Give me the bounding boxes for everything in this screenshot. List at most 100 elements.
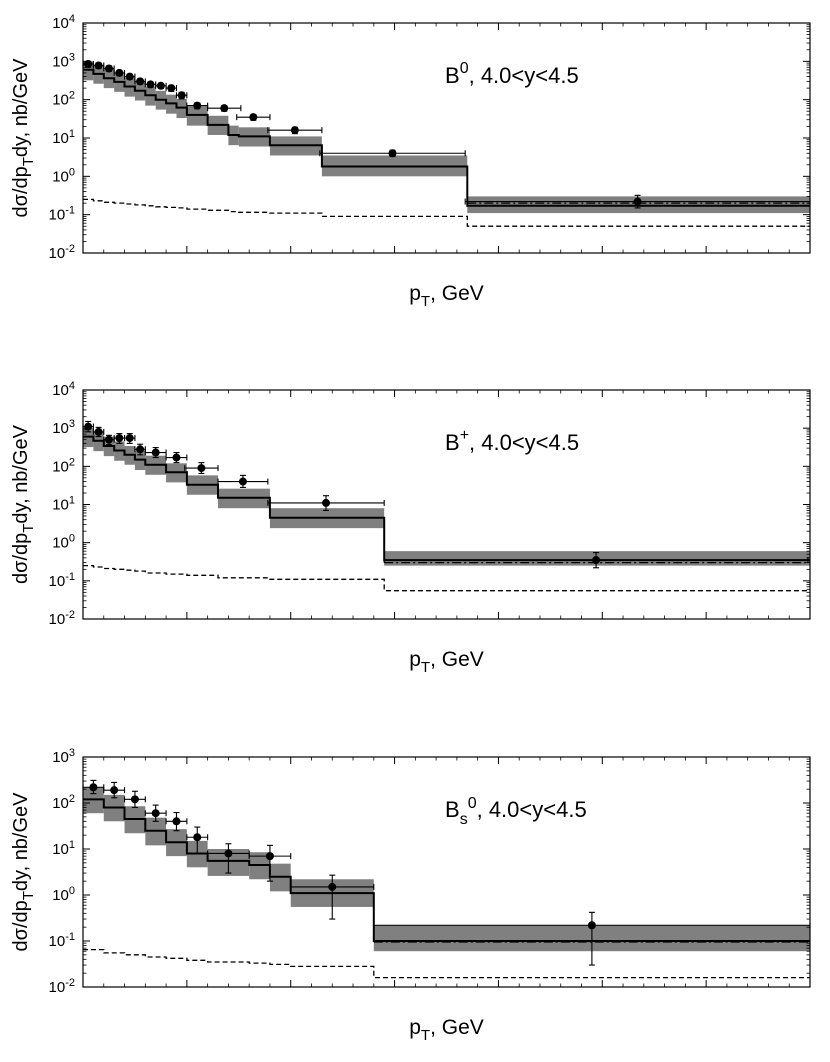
data-point xyxy=(207,843,250,874)
data-marker xyxy=(84,422,93,431)
data-point xyxy=(134,77,146,86)
band-bin xyxy=(83,61,94,81)
data-marker xyxy=(193,833,202,842)
data-points xyxy=(82,420,809,569)
data-marker xyxy=(104,435,113,444)
data-marker xyxy=(84,60,93,69)
y-tick-label: 10-1 xyxy=(49,931,75,950)
x-axis xyxy=(82,757,811,987)
data-point xyxy=(267,495,385,511)
data-point xyxy=(123,790,146,809)
chart-panel-2: 10-2 10-1 100 101 102 103 104 pT, GeV dσ/dpTdy, … xyxy=(10,380,811,676)
data-marker xyxy=(197,464,206,473)
data-marker xyxy=(224,849,233,858)
data-point xyxy=(134,443,146,456)
data-marker xyxy=(587,921,596,930)
data-marker xyxy=(89,783,98,792)
data-marker xyxy=(151,809,160,818)
data-point xyxy=(123,433,136,444)
data-point xyxy=(217,474,269,488)
data-point xyxy=(175,91,188,100)
data-point xyxy=(103,64,115,73)
data-marker xyxy=(115,68,124,77)
data-point xyxy=(186,826,209,855)
y-axis-label: dσ/dpTdy, nb/GeV xyxy=(10,58,37,218)
data-point xyxy=(165,451,188,464)
data-point xyxy=(248,844,292,882)
data-marker xyxy=(328,882,337,891)
data-marker xyxy=(156,81,165,90)
y-tick-label: 10-2 xyxy=(49,977,75,996)
central-prediction-line xyxy=(83,435,810,562)
data-point xyxy=(103,781,126,799)
y-tick-label: 10-2 xyxy=(49,243,75,262)
data-marker xyxy=(125,72,134,81)
data-marker xyxy=(220,104,229,113)
data-marker xyxy=(193,101,202,110)
x-axis xyxy=(82,390,811,619)
y-tick-label: 104 xyxy=(52,380,75,399)
chart-panel-3: 10-2 10-1 100 101 102 103 pT, GeV dσ/dpTdy, nb/… xyxy=(10,747,811,1044)
y-tick-label: 10-1 xyxy=(49,205,75,224)
data-point xyxy=(155,81,167,90)
y-tick-label: 10-2 xyxy=(49,609,75,628)
x-axis-label: pT, GeV xyxy=(409,282,484,310)
y-tick-label: 103 xyxy=(52,51,75,70)
data-point xyxy=(144,447,167,459)
data-marker xyxy=(238,477,247,486)
x-axis-label: pT, GeV xyxy=(409,1016,484,1044)
data-marker xyxy=(167,84,176,93)
y-tick-label: 104 xyxy=(52,13,75,32)
data-points xyxy=(82,60,811,209)
data-marker xyxy=(265,852,274,861)
data-marker xyxy=(136,445,145,454)
data-point xyxy=(144,80,157,89)
plot-frame xyxy=(82,389,811,620)
data-marker xyxy=(94,61,103,70)
dashed-component-line xyxy=(83,198,810,227)
plot-area xyxy=(82,420,810,592)
panel-annotation: B+, 4.0<y<4.5 xyxy=(445,427,579,455)
y-tick-label: 100 xyxy=(52,533,75,552)
data-marker xyxy=(592,556,601,565)
panel-annotation: Bs0, 4.0<y<4.5 xyxy=(445,795,587,828)
data-marker xyxy=(172,817,181,826)
data-marker xyxy=(151,448,160,457)
data-marker xyxy=(130,795,139,804)
dashed-component-line xyxy=(83,564,810,592)
data-point xyxy=(113,68,126,77)
data-marker xyxy=(94,427,103,436)
plot-frame xyxy=(82,22,811,254)
y-tick-label: 102 xyxy=(52,456,75,475)
y-axis-label: dσ/dpTdy, nb/GeV xyxy=(10,792,37,952)
data-point xyxy=(144,804,167,822)
data-point xyxy=(319,149,466,158)
y-axis: 10-2 10-1 100 101 102 103 104 xyxy=(49,13,810,262)
plot-frame xyxy=(82,756,811,988)
y-tick-label: 101 xyxy=(52,128,75,147)
data-marker xyxy=(104,64,113,73)
y-axis: 10-2 10-1 100 101 102 103 104 xyxy=(49,380,810,628)
data-point xyxy=(92,61,105,70)
data-point xyxy=(184,462,219,475)
data-point xyxy=(165,84,178,93)
y-tick-label: 100 xyxy=(52,166,75,185)
data-marker xyxy=(249,113,258,122)
data-marker xyxy=(633,197,642,206)
data-point xyxy=(290,874,375,920)
y-tick-label: 103 xyxy=(52,418,75,437)
data-point xyxy=(236,113,271,122)
central-prediction-line xyxy=(83,68,810,207)
data-point xyxy=(267,126,323,135)
y-axis: 10-2 10-1 100 101 102 103 xyxy=(49,747,810,996)
data-point xyxy=(82,779,105,795)
data-points xyxy=(82,779,811,966)
data-marker xyxy=(177,91,186,100)
x-axis-label: pT, GeV xyxy=(409,648,484,676)
data-point xyxy=(207,104,242,113)
data-marker xyxy=(146,80,155,89)
panel-annotation: B0, 4.0<y<4.5 xyxy=(445,60,579,88)
plot-area xyxy=(82,779,811,979)
data-marker xyxy=(172,453,181,462)
